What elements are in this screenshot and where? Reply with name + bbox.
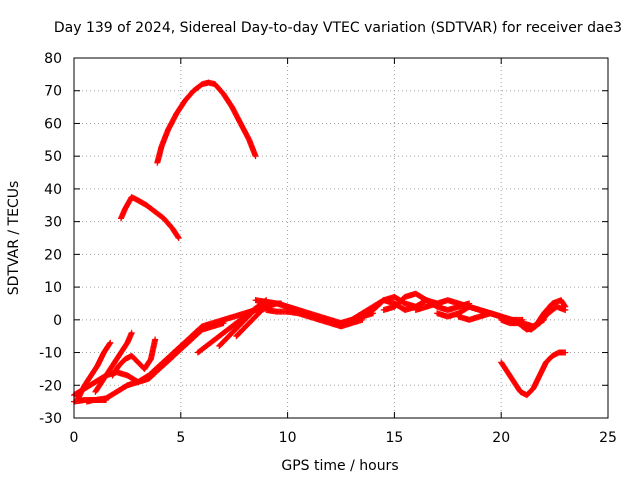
y-tick-label: 50: [44, 149, 62, 165]
series-arc-d: [92, 329, 135, 395]
data-point: [106, 340, 113, 347]
series-arc-c: [75, 339, 114, 402]
series-arc-k: [263, 307, 366, 330]
data-point: [562, 349, 569, 356]
y-tick-label: 0: [53, 313, 62, 329]
chart-title: Day 139 of 2024, Sidereal Day-to-day VTE…: [54, 20, 622, 36]
x-tick-label: 5: [176, 430, 185, 446]
x-tick-label: 20: [492, 430, 510, 446]
y-axis-label: SDTVAR / TECUs: [6, 181, 22, 296]
x-tick-label: 25: [599, 430, 617, 446]
x-tick-label: 15: [385, 430, 403, 446]
series-arc-mid-morning: [117, 194, 182, 241]
data-point: [562, 307, 569, 313]
data-point: [220, 320, 227, 327]
y-tick-label: 60: [44, 116, 62, 132]
x-axis-label: GPS time / hours: [281, 458, 398, 474]
y-tick-label: 30: [44, 215, 62, 231]
series-arc-s: [519, 303, 569, 333]
x-tick-label: 10: [279, 430, 297, 446]
series-arc-e: [109, 336, 159, 379]
x-tick-label: 0: [70, 430, 79, 446]
data-point: [254, 303, 261, 310]
plot-frame: [73, 57, 609, 419]
y-tick-label: 40: [44, 182, 62, 198]
y-tick-label: 70: [44, 84, 62, 100]
data-point: [152, 336, 159, 343]
grid-lines: [74, 58, 608, 418]
series-arc-f: [83, 397, 110, 405]
y-tick-label: 80: [44, 51, 62, 67]
series-arc-high-noon: [154, 79, 259, 166]
data-point: [175, 235, 182, 241]
y-tick-label: -10: [39, 346, 62, 362]
axes: 0 5 10 15 20 25 -30 -20 -10 0 10 20 30 40 50 60 70 80: [39, 51, 617, 446]
data-points: [71, 79, 569, 405]
data-point: [107, 339, 114, 346]
data-point: [253, 304, 260, 311]
y-tick-label: 10: [44, 280, 62, 296]
data-point: [175, 234, 182, 241]
y-tick-label: -20: [39, 378, 62, 394]
series-arc-h: [216, 303, 261, 349]
y-tick-label: -30: [39, 411, 62, 427]
data-point: [128, 329, 135, 336]
y-tick-label: 20: [44, 247, 62, 263]
data-point: [252, 153, 259, 160]
data-point: [103, 397, 110, 403]
series-arc-late-evening: [498, 349, 569, 399]
